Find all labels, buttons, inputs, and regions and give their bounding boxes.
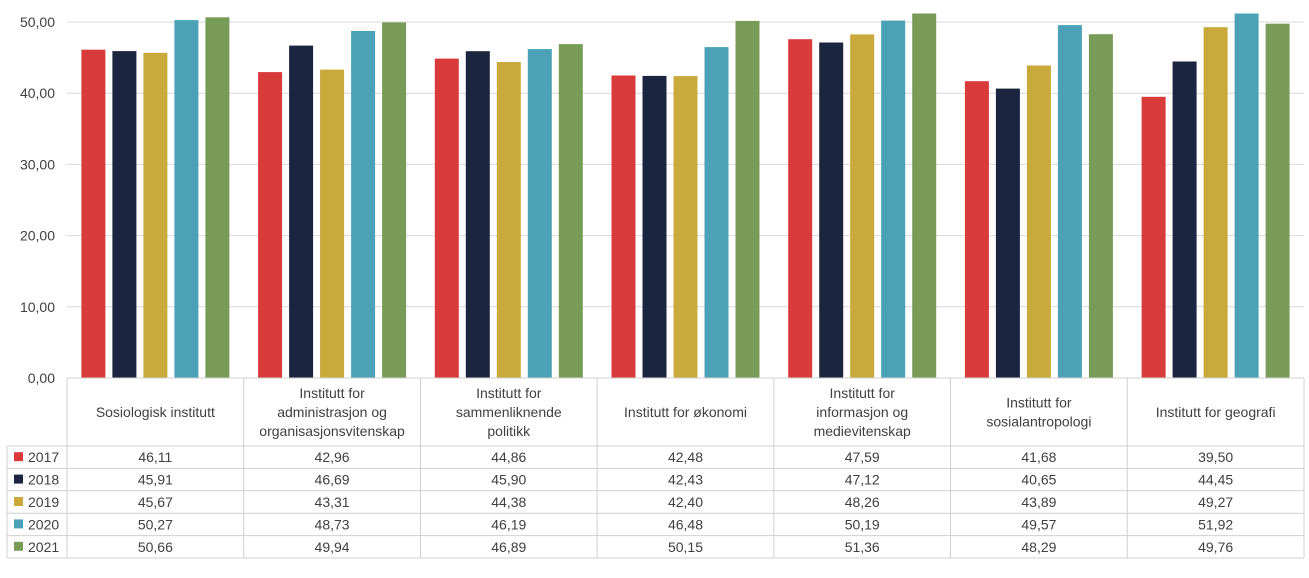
bar-2021-2 [382, 22, 407, 379]
data-label: 41,68 [1021, 449, 1056, 465]
data-label: 50,27 [138, 516, 173, 532]
bar-2020-4 [704, 47, 729, 378]
bar-2019-4 [673, 76, 698, 378]
bar-2021-7 [1265, 23, 1290, 378]
category-label: Institutt for geografi [1156, 404, 1276, 420]
bar-2019-7 [1203, 27, 1228, 378]
bar-2018-4 [642, 75, 667, 379]
bar-2020-1 [174, 20, 199, 378]
data-label: 49,76 [1198, 539, 1233, 555]
category-label: Institutt for informasjon og medievitenska… [814, 385, 911, 439]
data-label: 45,91 [138, 472, 173, 488]
legend-swatch-2021 [14, 541, 23, 551]
data-label: 49,94 [315, 539, 350, 555]
data-label: 39,50 [1198, 449, 1233, 465]
legend-label-2017: 2017 [28, 449, 59, 465]
bar-2018-3 [465, 51, 490, 378]
bar-2017-2 [258, 72, 283, 378]
bar-2019-1 [143, 52, 168, 379]
bar-2020-7 [1234, 13, 1259, 378]
data-label: 44,45 [1198, 472, 1233, 488]
y-tick-label: 50,00 [20, 14, 55, 30]
bar-2021-5 [912, 13, 937, 378]
category-label: Institutt for sammenliknende politikk [456, 385, 562, 439]
bar-2018-1 [112, 51, 137, 378]
category-label: Institutt for økonomi [624, 404, 747, 420]
bar-2018-6 [995, 88, 1020, 378]
data-label: 46,48 [668, 516, 703, 532]
bar-2018-7 [1172, 61, 1197, 378]
category-label: Sosiologisk institutt [96, 404, 215, 420]
bar-2020-2 [351, 31, 376, 378]
bar-2017-1 [81, 49, 106, 378]
y-tick-label: 30,00 [20, 156, 55, 172]
y-tick-label: 20,00 [20, 228, 55, 244]
data-label: 45,67 [138, 494, 173, 510]
legend-label-2021: 2021 [28, 539, 59, 555]
bar-2018-5 [819, 42, 844, 378]
bar-2017-3 [434, 58, 459, 378]
legend-label-2020: 2020 [28, 516, 59, 532]
bar-2021-1 [205, 17, 230, 379]
y-tick-label: 40,00 [20, 85, 55, 101]
bar-2020-3 [527, 49, 552, 378]
data-label: 51,92 [1198, 516, 1233, 532]
data-label: 48,26 [845, 494, 880, 510]
data-label: 43,31 [315, 494, 350, 510]
data-label: 50,15 [668, 539, 703, 555]
bar-2021-4 [735, 20, 760, 379]
data-label: 48,73 [315, 516, 350, 532]
bar-2019-3 [496, 62, 521, 378]
data-label: 43,89 [1021, 494, 1056, 510]
data-label: 48,29 [1021, 539, 1056, 555]
data-label: 47,59 [845, 449, 880, 465]
bar-2017-5 [788, 39, 813, 378]
legend-swatch-2017 [14, 452, 23, 462]
data-label: 42,40 [668, 494, 703, 510]
bar-2017-4 [611, 75, 636, 378]
bar-2019-2 [320, 69, 345, 378]
bar-2019-6 [1026, 65, 1051, 378]
data-table: Sosiologisk institutt Institutt for admini… [6, 377, 1305, 559]
bar-2017-7 [1141, 96, 1166, 379]
data-label: 42,48 [668, 449, 703, 465]
bar-2018-2 [289, 45, 314, 378]
category-label: Institutt for sosialantropologi [986, 395, 1091, 430]
bar-2020-5 [881, 20, 906, 378]
bar-2020-6 [1057, 25, 1082, 378]
y-tick-label: 10,00 [20, 299, 55, 315]
data-label: 51,36 [845, 539, 880, 555]
data-label: 45,90 [491, 472, 526, 488]
bar-2017-6 [964, 81, 989, 378]
bar-2019-5 [850, 34, 875, 379]
y-axis-tick-labels: 0,00 10,00 20,00 30,00 40,00 50,00 [20, 14, 55, 386]
data-label: 46,11 [138, 449, 172, 465]
data-label: 49,57 [1021, 516, 1056, 532]
data-label: 50,66 [138, 539, 173, 555]
data-label: 44,38 [491, 494, 526, 510]
category-label: Institutt for administrasjon og organisasj… [259, 385, 405, 439]
legend-swatch-2018 [14, 474, 23, 484]
data-label: 42,43 [668, 472, 703, 488]
data-label: 50,19 [845, 516, 880, 532]
bar-2021-6 [1088, 34, 1113, 378]
bar-2021-3 [558, 44, 583, 378]
legend-label-2018: 2018 [28, 472, 59, 488]
data-label: 44,86 [491, 449, 526, 465]
data-label: 42,96 [315, 449, 350, 465]
data-label: 46,19 [491, 516, 526, 532]
data-label: 40,65 [1021, 472, 1056, 488]
y-tick-label: 0,00 [28, 370, 55, 386]
bars [81, 13, 1290, 379]
data-label: 47,12 [845, 472, 880, 488]
legend-swatch-2019 [14, 497, 23, 506]
legend-swatch-2020 [14, 519, 23, 529]
legend-label-2019: 2019 [28, 494, 59, 510]
data-label: 49,27 [1198, 494, 1233, 510]
data-label: 46,89 [491, 539, 526, 555]
data-label: 46,69 [315, 472, 350, 488]
